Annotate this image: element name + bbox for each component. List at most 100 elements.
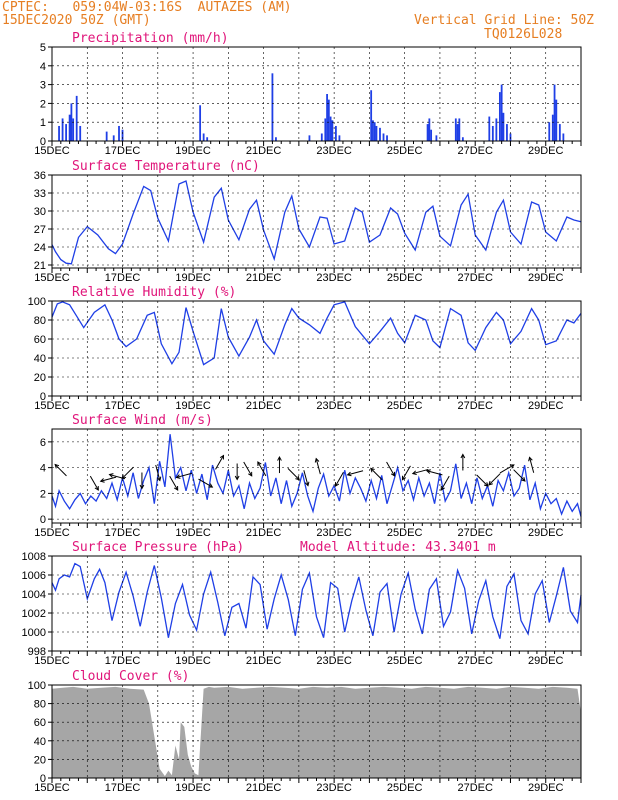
x-tick-label: 17DEC	[105, 782, 141, 794]
wind-arrow-shaft	[198, 478, 213, 488]
panel-2: 21 24 27 30 33 36 15DEC 17DEC 19DEC 21DEC 23DEC 25D…	[34, 159, 582, 284]
wind-arrow-shaft	[287, 468, 300, 481]
series-line	[51, 434, 582, 517]
precip-bar	[551, 114, 554, 141]
precip-bar	[75, 95, 78, 141]
x-tick-label: 25DEC	[387, 527, 423, 539]
wind-arrow	[488, 473, 501, 486]
panel-annotation: Model Altitude: 43.3401 m	[300, 540, 496, 555]
y-tick-label: 6	[40, 437, 46, 449]
y-tick-label: 4	[40, 463, 46, 475]
x-tick-label: 17DEC	[105, 655, 141, 667]
x-tick-label: 23DEC	[316, 272, 352, 284]
cloud-cover-area	[52, 686, 581, 778]
y-tick-label: 100	[28, 296, 46, 308]
wind-arrow-head	[295, 475, 300, 481]
wind-arrow	[303, 470, 310, 487]
wind-arrow	[169, 475, 179, 491]
precip-bar	[458, 118, 461, 141]
series-line	[51, 562, 582, 639]
wind-arrow-head	[121, 474, 127, 480]
x-tick-label: 17DEC	[105, 527, 141, 539]
precip-bar	[324, 118, 327, 141]
y-tick-label: 60	[34, 334, 46, 346]
precip-bar	[206, 137, 209, 141]
precip-bar	[558, 124, 561, 141]
wind-arrow-shaft	[169, 475, 179, 491]
y-tick-label: 0	[40, 136, 46, 148]
wind-arrow-head	[411, 470, 417, 475]
wind-arrow-shaft	[155, 464, 161, 481]
x-tick-label: 21DEC	[246, 782, 282, 794]
y-tick-label: 4	[40, 61, 46, 73]
y-tick-label: 1004	[22, 589, 46, 601]
wind-arrow-shaft	[513, 469, 526, 482]
precip-bar	[320, 133, 323, 141]
wind-arrow-head	[528, 456, 533, 462]
wind-arrow	[513, 469, 526, 482]
precip-bar	[199, 105, 202, 141]
y-tick-label: 27	[34, 224, 46, 236]
wind-arrow-head	[248, 471, 253, 477]
wind-arrow-head	[440, 486, 445, 491]
panel-frame	[51, 174, 582, 269]
wind-arrow-head	[208, 483, 214, 488]
wind-arrow-head	[488, 480, 493, 486]
wind-arrow	[198, 478, 214, 488]
precip-bar	[79, 125, 82, 141]
precip-bar	[326, 94, 328, 141]
precip-bar	[456, 124, 459, 141]
series-line	[51, 301, 582, 366]
wind-arrow	[175, 472, 193, 479]
y-tick-label: 40	[34, 736, 46, 748]
x-tick-label: 15DEC	[34, 400, 70, 412]
y-tick-label: 5	[40, 42, 46, 54]
wind-arrow	[215, 454, 225, 470]
wind-arrow-shaft	[347, 470, 364, 476]
precip-bar	[72, 118, 75, 141]
wind-arrow-head	[483, 482, 489, 487]
precip-bar	[121, 129, 124, 141]
x-tick-label: 19DEC	[175, 272, 211, 284]
wind-arrow	[425, 469, 443, 476]
precip-bar	[428, 118, 431, 141]
x-tick-label: 29DEC	[528, 527, 564, 539]
wind-arrow	[411, 468, 429, 475]
wind-arrow-head	[175, 474, 181, 479]
precip-bar	[373, 122, 376, 141]
x-tick-label: 19DEC	[175, 400, 211, 412]
x-tick-label: 27DEC	[457, 655, 493, 667]
precip-bar	[454, 118, 457, 141]
wind-arrow-head	[346, 471, 352, 477]
wind-arrow-head	[370, 467, 375, 473]
y-tick-label: 2	[40, 488, 46, 500]
precip-bar	[112, 135, 115, 141]
precip-bar	[488, 116, 491, 141]
y-tick-label: 3	[40, 80, 46, 92]
wind-arrow-shaft	[243, 461, 253, 477]
wind-arrow-head	[219, 454, 225, 460]
y-tick-label: 21	[34, 260, 46, 272]
panel-4: 0 2 4 6 15DEC 17DEC 19DEC 21DEC 23DEC 25DEC 27DEC 2…	[34, 413, 582, 539]
x-tick-label: 19DEC	[175, 527, 211, 539]
wind-arrow-head	[425, 469, 431, 474]
x-tick-label: 25DEC	[387, 145, 423, 157]
x-tick-label: 27DEC	[457, 782, 493, 794]
header-code: TQ0126L028	[484, 27, 563, 42]
x-tick-label: 25DEC	[387, 272, 423, 284]
x-tick-label: 29DEC	[528, 655, 564, 667]
y-tick-label: 24	[34, 242, 46, 254]
precip-bar	[562, 133, 565, 141]
precip-bar	[65, 124, 68, 141]
x-tick-label: 25DEC	[387, 782, 423, 794]
precip-bar	[386, 135, 388, 141]
wind-arrow-shaft	[257, 461, 267, 477]
precip-bar	[327, 99, 330, 141]
wind-arrow	[346, 470, 364, 477]
wind-arrow-head	[54, 463, 60, 469]
precip-bar	[118, 125, 120, 141]
wind-arrow-shaft	[499, 464, 515, 474]
precip-bar	[202, 133, 205, 141]
